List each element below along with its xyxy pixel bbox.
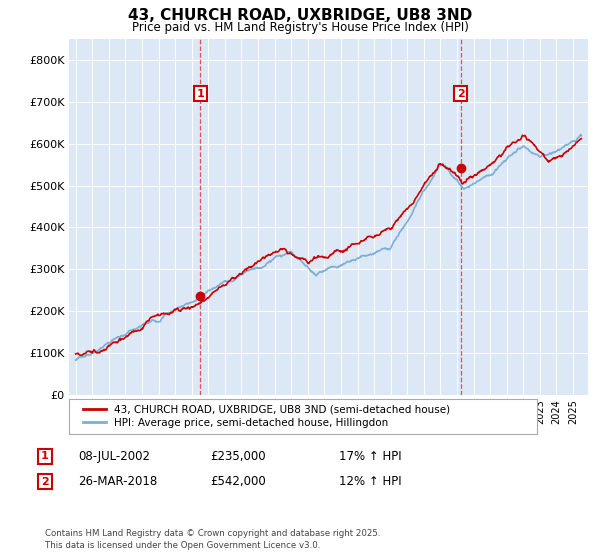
- Text: Contains HM Land Registry data © Crown copyright and database right 2025.
This d: Contains HM Land Registry data © Crown c…: [45, 529, 380, 550]
- Text: 12% ↑ HPI: 12% ↑ HPI: [339, 475, 401, 488]
- Text: £542,000: £542,000: [210, 475, 266, 488]
- Text: 2: 2: [457, 88, 464, 99]
- Text: 26-MAR-2018: 26-MAR-2018: [78, 475, 157, 488]
- Text: 1: 1: [41, 451, 49, 461]
- Text: Price paid vs. HM Land Registry's House Price Index (HPI): Price paid vs. HM Land Registry's House …: [131, 21, 469, 34]
- Text: 17% ↑ HPI: 17% ↑ HPI: [339, 450, 401, 463]
- Text: 43, CHURCH ROAD, UXBRIDGE, UB8 3ND: 43, CHURCH ROAD, UXBRIDGE, UB8 3ND: [128, 8, 472, 24]
- Text: 2: 2: [41, 477, 49, 487]
- Text: 08-JUL-2002: 08-JUL-2002: [78, 450, 150, 463]
- Legend: 43, CHURCH ROAD, UXBRIDGE, UB8 3ND (semi-detached house), HPI: Average price, se: 43, CHURCH ROAD, UXBRIDGE, UB8 3ND (semi…: [79, 400, 455, 432]
- Text: £235,000: £235,000: [210, 450, 266, 463]
- Text: 1: 1: [196, 88, 204, 99]
